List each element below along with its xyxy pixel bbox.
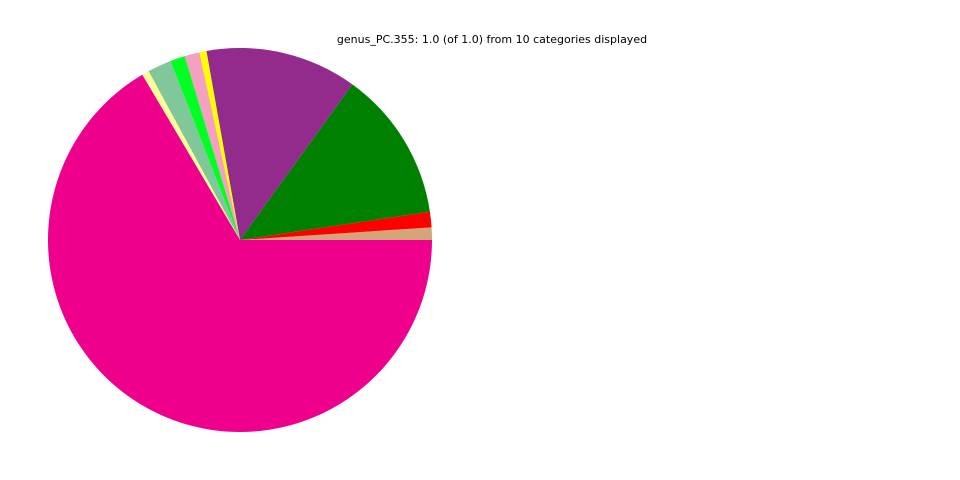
pie-slice-10 xyxy=(48,74,433,433)
pie-slice-6 xyxy=(184,52,240,240)
pie-slice-9 xyxy=(142,71,240,241)
pie-slices xyxy=(48,48,433,433)
pie-slice-7 xyxy=(170,56,240,241)
pie-slice-4 xyxy=(206,48,353,240)
pie-slice-2 xyxy=(240,211,432,240)
pie-slice-5 xyxy=(199,50,240,240)
pie-slice-3 xyxy=(240,84,430,240)
pie-slice-1 xyxy=(240,227,432,240)
chart-title: genus_PC.355: 1.0 (of 1.0) from 10 categ… xyxy=(336,33,648,46)
pie-slice-8 xyxy=(148,61,240,241)
